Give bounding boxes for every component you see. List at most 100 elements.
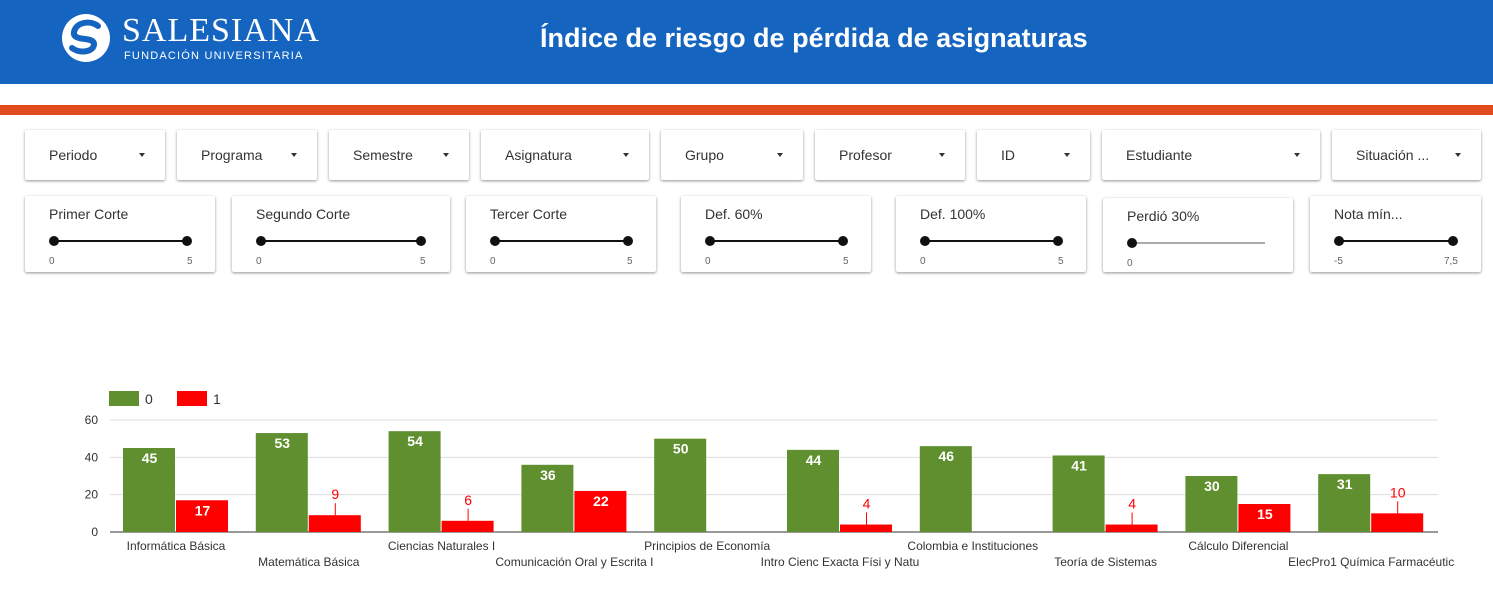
filter-estudiante-dropdown[interactable]: Estudiante <box>1102 130 1320 180</box>
bar <box>1185 476 1238 532</box>
filter-programa-dropdown[interactable]: Programa <box>177 130 317 180</box>
caret-down-icon <box>777 153 783 157</box>
slider-label: Nota mín... <box>1334 206 1403 222</box>
legend-swatch <box>177 391 207 406</box>
slider-def-60[interactable]: Def. 60% 0 5 <box>681 196 871 272</box>
slider-min-handle[interactable] <box>705 236 715 246</box>
slider-nota-minima[interactable]: Nota mín... -5 7,5 <box>1310 196 1481 272</box>
filter-periodo-dropdown[interactable]: Periodo <box>25 130 165 180</box>
slider-min-value: -5 <box>1334 256 1343 267</box>
caret-down-icon <box>1064 153 1070 157</box>
caret-down-icon <box>291 153 297 157</box>
bar <box>255 433 308 532</box>
slider-label: Perdió 30% <box>1127 208 1200 224</box>
bar <box>654 438 707 532</box>
bar <box>123 448 175 532</box>
data-label: 9 <box>331 486 339 502</box>
slider-track[interactable] <box>495 240 628 242</box>
filter-situacion-dropdown[interactable]: Situación ... <box>1332 130 1481 180</box>
slider-track[interactable] <box>1132 242 1265 244</box>
slider-track[interactable] <box>925 240 1058 242</box>
slider-max-handle[interactable] <box>623 236 633 246</box>
dropdown-label: Profesor <box>839 147 892 163</box>
bar-chart: 0 20 40 60 0 1 45 17 Informática Básica 53 9 Matemá… <box>85 391 1454 569</box>
slider-min-handle[interactable] <box>490 236 500 246</box>
slider-primer-corte[interactable]: Primer Corte 0 5 <box>25 196 215 272</box>
filter-id-dropdown[interactable]: ID <box>977 130 1090 180</box>
bar <box>1238 504 1291 532</box>
slider-max-handle[interactable] <box>1053 236 1063 246</box>
bar <box>308 515 361 532</box>
salesiana-logo: SALESIANA FUNDACIÓN UNIVERSITARIA <box>60 12 320 68</box>
slider-max-value: 7,5 <box>1444 256 1458 267</box>
slider-label: Primer Corte <box>49 206 129 222</box>
slider-min-handle[interactable] <box>920 236 930 246</box>
data-label: 15 <box>1257 506 1273 522</box>
legend-label: 1 <box>213 391 221 407</box>
slider-min-handle[interactable] <box>49 236 59 246</box>
caret-down-icon <box>139 153 145 157</box>
dropdown-label: Grupo <box>685 147 724 163</box>
data-label: 4 <box>1128 496 1136 512</box>
data-label: 36 <box>540 467 556 483</box>
slider-track[interactable] <box>1339 240 1453 242</box>
y-tick-label: 0 <box>91 525 98 539</box>
slider-perdio-30[interactable]: Perdió 30% 0 <box>1103 198 1293 272</box>
slider-max-value: 5 <box>627 256 633 267</box>
slider-min-handle[interactable] <box>1127 238 1137 248</box>
x-category-label: Teoría de Sistemas <box>1054 555 1157 569</box>
data-label: 45 <box>142 450 158 466</box>
dropdown-label: Semestre <box>353 147 413 163</box>
slider-min-value: 0 <box>49 256 55 267</box>
data-label: 10 <box>1390 484 1406 500</box>
legend-swatch <box>109 391 139 406</box>
filter-asignatura-dropdown[interactable]: Asignatura <box>481 130 649 180</box>
slider-max-handle[interactable] <box>1448 236 1458 246</box>
bar <box>1105 524 1158 532</box>
caret-down-icon <box>443 153 449 157</box>
slider-segundo-corte[interactable]: Segundo Corte 0 5 <box>232 196 450 272</box>
y-tick-label: 40 <box>85 450 99 464</box>
caret-down-icon <box>939 153 945 157</box>
slider-track[interactable] <box>710 240 843 242</box>
bar <box>787 449 839 532</box>
x-category-label: Intro Cienc Exacta Físi y Natu <box>761 555 920 569</box>
slider-def-100[interactable]: Def. 100% 0 5 <box>896 196 1086 272</box>
dropdown-label: Asignatura <box>505 147 572 163</box>
slider-max-handle[interactable] <box>182 236 192 246</box>
data-label: 17 <box>195 502 211 518</box>
slider-min-value: 0 <box>705 256 711 267</box>
dropdown-label: Periodo <box>49 147 98 163</box>
bar <box>1052 455 1105 532</box>
filter-profesor-dropdown[interactable]: Profesor <box>815 130 965 180</box>
page-title: Índice de riesgo de pérdida de asignatur… <box>540 23 1088 53</box>
slider-track[interactable] <box>261 240 421 242</box>
slider-max-handle[interactable] <box>838 236 848 246</box>
slider-max-value: 5 <box>420 256 426 267</box>
slider-tercer-corte[interactable]: Tercer Corte 0 5 <box>466 196 656 272</box>
dropdown-label: Estudiante <box>1126 147 1193 163</box>
dropdown-label: Programa <box>201 147 263 163</box>
slider-min-value: 0 <box>490 256 496 267</box>
data-label: 31 <box>1337 476 1353 492</box>
slider-max-handle[interactable] <box>416 236 426 246</box>
slider-label: Def. 60% <box>705 206 763 222</box>
accent-divider <box>0 105 1493 115</box>
slider-min-value: 0 <box>256 256 262 267</box>
header-bar: SALESIANA FUNDACIÓN UNIVERSITARIA Índice… <box>0 0 1493 84</box>
slider-max-value: 5 <box>843 256 849 267</box>
x-category-label: Informática Básica <box>127 539 226 553</box>
x-category-label: Colombia e Instituciones <box>907 539 1038 553</box>
dropdown-label: Situación ... <box>1356 147 1430 163</box>
slider-min-handle[interactable] <box>256 236 266 246</box>
slider-track[interactable] <box>54 240 187 242</box>
slider-min-value: 0 <box>920 256 926 267</box>
filter-grupo-dropdown[interactable]: Grupo <box>661 130 803 180</box>
filter-semestre-dropdown[interactable]: Semestre <box>329 130 469 180</box>
bar <box>1371 513 1424 532</box>
slider-min-handle[interactable] <box>1334 236 1344 246</box>
bar <box>388 431 441 532</box>
x-category-label: ElecPro1 Química Farmacéutic <box>1288 555 1454 569</box>
data-label: 50 <box>673 441 689 457</box>
slider-max-value: 5 <box>187 256 193 267</box>
